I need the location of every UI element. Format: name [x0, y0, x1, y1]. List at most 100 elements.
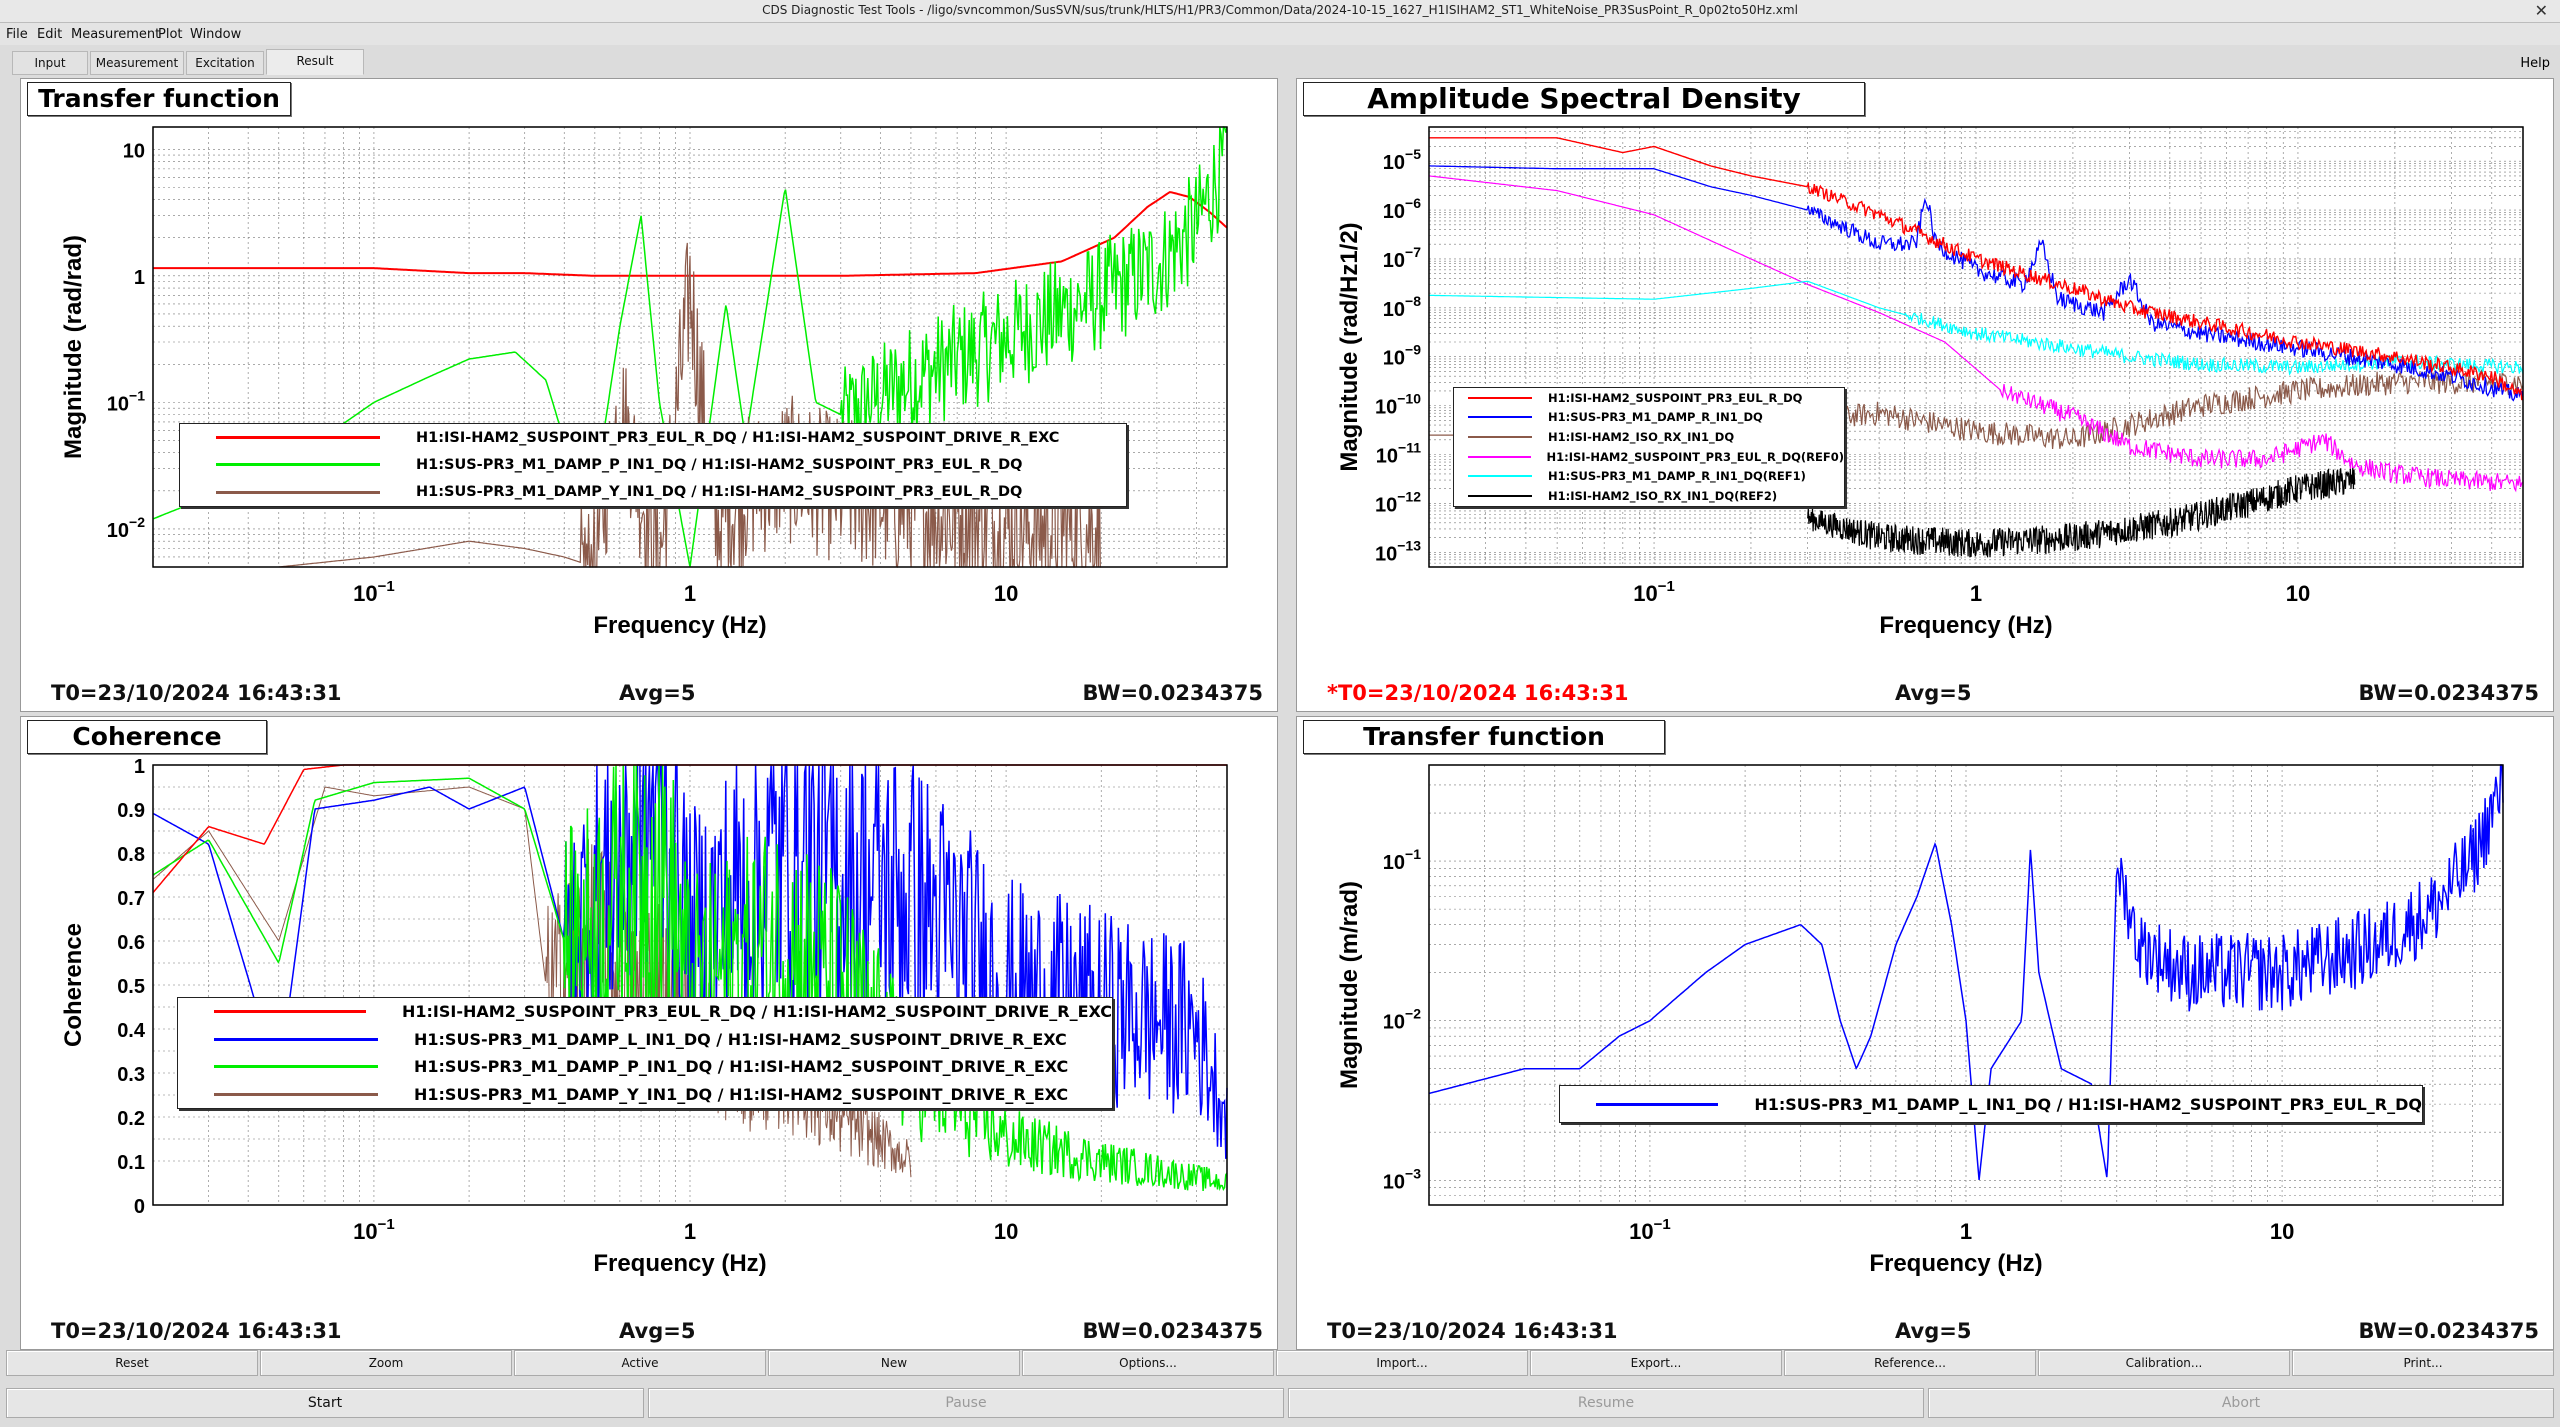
legend-entry: H1:SUS-PR3_M1_DAMP_Y_IN1_DQ / H1:ISI-HAM…: [178, 1081, 1112, 1109]
y-tick-label: 10−1: [1383, 846, 1421, 874]
y-tick-label: 1: [134, 267, 145, 289]
calibration-button[interactable]: Calibration...: [2038, 1350, 2290, 1376]
start-time-readout: *T0=23/10/2024 16:43:31: [1327, 681, 1629, 705]
y-tick-label: 10−11: [1376, 440, 1421, 468]
legend-entry: H1:SUS-PR3_M1_DAMP_Y_IN1_DQ / H1:ISI-HAM…: [180, 479, 1126, 506]
y-tick-label: 0.4: [117, 1020, 146, 1042]
x-tick-label: 10: [994, 1219, 1018, 1244]
pause-button[interactable]: Pause: [648, 1388, 1284, 1418]
legend-label: H1:ISI-HAM2_SUSPOINT_PR3_EUL_R_DQ(REF0): [1546, 449, 1844, 464]
close-icon[interactable]: ✕: [2534, 1, 2548, 20]
series-trace-3: [1429, 280, 2524, 376]
panel-title: Coherence: [27, 720, 267, 754]
transfer-function-panel-1[interactable]: 10−1 1 10 10−2 10−1 1 10 Frequency (Hz) Magnitud…: [20, 78, 1278, 712]
y-tick-label: 10−3: [1383, 1165, 1421, 1193]
legend-label: H1:SUS-PR3_M1_DAMP_L_IN1_DQ / H1:ISI-HAM…: [414, 1029, 1067, 1049]
x-tick-label: 10: [994, 581, 1018, 606]
legend-entry: H1:ISI-HAM2_SUSPOINT_PR3_EUL_R_DQ: [1454, 388, 1844, 408]
y-tick-label: 10−12: [1375, 488, 1421, 516]
start-time-readout: T0=23/10/2024 16:43:31: [51, 1319, 342, 1343]
start-time-readout: T0=23/10/2024 16:43:31: [1327, 1319, 1618, 1343]
window-titlebar: CDS Diagnostic Test Tools - /ligo/svncom…: [0, 0, 2560, 23]
tab-result[interactable]: Result: [266, 49, 364, 75]
transfer-function-plot-1[interactable]: 10−1 1 10 10−2 10−1 1 10 Frequency (Hz) Magnitud…: [21, 79, 1277, 711]
bandwidth-readout: BW=0.0234375: [1082, 1319, 1264, 1343]
bandwidth-readout: BW=0.0234375: [2358, 1319, 2540, 1343]
panel-title: Amplitude Spectral Density: [1303, 82, 1865, 116]
abort-button[interactable]: Abort: [1928, 1388, 2554, 1418]
menu-measurement[interactable]: Measurement: [71, 27, 161, 42]
average-count-readout: Avg=5: [1895, 681, 1972, 705]
y-tick-label: 10−10: [1375, 391, 1421, 419]
start-button[interactable]: Start: [6, 1388, 644, 1418]
menu-help[interactable]: Help: [2520, 56, 2550, 71]
x-tick-label: 1: [1970, 581, 1982, 606]
export-button[interactable]: Export...: [1530, 1350, 1782, 1376]
y-tick-label: 10−6: [1383, 195, 1421, 223]
menu-edit[interactable]: Edit: [37, 27, 63, 42]
x-tick-label: 1: [684, 581, 696, 606]
new-button[interactable]: New: [768, 1350, 1020, 1376]
series-trace-1: [1807, 466, 2356, 558]
legend-line-swatch: [1596, 1102, 1719, 1106]
options-button[interactable]: Options...: [1022, 1350, 1274, 1376]
y-tick-label: 0.8: [117, 844, 145, 866]
y-tick-label: 0.3: [117, 1064, 145, 1086]
plot-control-buttons: Reset Zoom Active New Options... Import.…: [0, 1350, 2560, 1376]
transfer-function-plot-2[interactable]: 10−1 1 10 10−3 10−2 10−1 Frequency (Hz) Magnitu…: [1297, 717, 2553, 1349]
legend-entry: H1:SUS-PR3_M1_DAMP_L_IN1_DQ / H1:ISI-HAM…: [1560, 1086, 2422, 1122]
panel-title: Transfer function: [1303, 720, 1665, 754]
resume-button[interactable]: Resume: [1288, 1388, 1924, 1418]
import-button[interactable]: Import...: [1276, 1350, 1528, 1376]
legend-label: H1:ISI-HAM2_ISO_RX_IN1_DQ(REF2): [1548, 489, 1778, 504]
tab-input[interactable]: Input: [12, 51, 88, 75]
y-tick-label: 10−5: [1383, 146, 1421, 174]
average-count-readout: Avg=5: [1895, 1319, 1972, 1343]
active-button[interactable]: Active: [514, 1350, 766, 1376]
print-button[interactable]: Print...: [2292, 1350, 2554, 1376]
legend-entry: H1:ISI-HAM2_SUSPOINT_PR3_EUL_R_DQ / H1:I…: [178, 998, 1112, 1026]
legend-line-swatch: [1468, 455, 1531, 458]
menu-window[interactable]: Window: [190, 27, 242, 42]
y-tick-label: 10−7: [1383, 244, 1421, 272]
reference-button[interactable]: Reference...: [1784, 1350, 2036, 1376]
x-tick-label: 10: [2286, 581, 2310, 606]
legend-line-swatch: [1468, 475, 1532, 478]
menu-file[interactable]: File: [6, 27, 28, 42]
legend-label: H1:ISI-HAM2_SUSPOINT_PR3_EUL_R_DQ: [1548, 390, 1803, 405]
y-tick-label: 10−2: [107, 514, 145, 542]
series-trace-5: [1429, 137, 2524, 401]
y-tick-label: 0.2: [117, 1108, 145, 1130]
average-count-readout: Avg=5: [619, 1319, 696, 1343]
asd-panel[interactable]: 10−1 1 10 10−13 10−12 10−11 10−10 10−9 10−8 10−7 1…: [1296, 78, 2554, 712]
legend: H1:ISI-HAM2_SUSPOINT_PR3_EUL_R_DQ / H1:I…: [177, 997, 1113, 1109]
legend-label: H1:ISI-HAM2_ISO_RX_IN1_DQ: [1548, 430, 1735, 445]
x-axis-label: Frequency (Hz): [593, 1250, 766, 1277]
menu-plot[interactable]: Plot: [158, 27, 183, 42]
y-axis-label: Magnitude (rad/rad): [60, 235, 87, 459]
series-trace-4: [1429, 165, 2524, 402]
reset-button[interactable]: Reset: [6, 1350, 258, 1376]
panel-title: Transfer function: [27, 82, 291, 116]
legend-entry: H1:SUS-PR3_M1_DAMP_P_IN1_DQ / H1:ISI-HAM…: [180, 451, 1126, 478]
y-tick-label: 10−2: [1383, 1006, 1421, 1034]
zoom-button[interactable]: Zoom: [260, 1350, 512, 1376]
tab-excitation[interactable]: Excitation: [186, 51, 264, 75]
legend-entry: H1:ISI-HAM2_SUSPOINT_PR3_EUL_R_DQ(REF0): [1454, 447, 1844, 467]
y-tick-label: 0.1: [117, 1152, 145, 1174]
transfer-function-panel-2[interactable]: 10−1 1 10 10−3 10−2 10−1 Frequency (Hz) Magnitu…: [1296, 716, 2554, 1350]
tab-measurement[interactable]: Measurement: [90, 51, 184, 75]
x-tick-label: 10−1: [353, 1216, 395, 1244]
legend-line-swatch: [1468, 416, 1532, 419]
y-tick-label: 1: [134, 756, 145, 778]
y-tick-label: 10−8: [1383, 293, 1421, 321]
bandwidth-readout: BW=0.0234375: [1082, 681, 1264, 705]
tab-bar: Input Measurement Excitation Result Help: [0, 47, 2560, 75]
coherence-panel[interactable]: 10−1 1 10 0 0.1 0.2 0.3 0.4 0.5 0.6 0.7 0.8 0.9 1 Freq…: [20, 716, 1278, 1350]
legend-label: H1:SUS-PR3_M1_DAMP_P_IN1_DQ / H1:ISI-HAM…: [416, 456, 1023, 473]
legend-entry: H1:SUS-PR3_M1_DAMP_L_IN1_DQ / H1:ISI-HAM…: [178, 1026, 1112, 1054]
y-tick-label: 0: [134, 1196, 145, 1218]
x-axis-label: Frequency (Hz): [1879, 612, 2052, 639]
series-trace-0: [1428, 764, 2504, 1180]
x-tick-label: 10: [2270, 1219, 2294, 1244]
